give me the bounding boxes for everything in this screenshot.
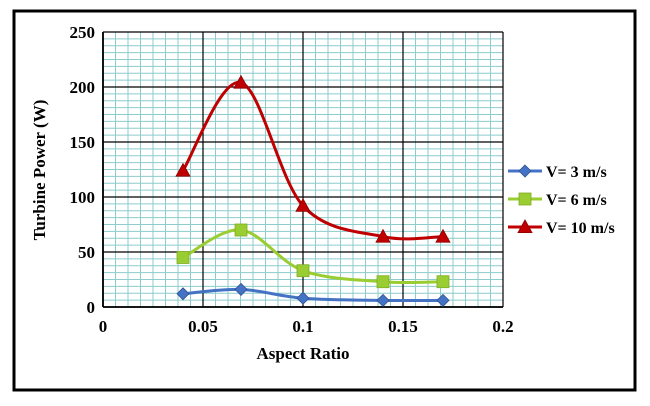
data-point-marker bbox=[176, 287, 190, 301]
x-tick-label: 0.15 bbox=[388, 317, 418, 336]
data-point-marker bbox=[296, 291, 310, 305]
data-point-marker bbox=[375, 228, 391, 243]
legend: V= 3 m/s V= 6 m/s V= 10 m/s bbox=[508, 164, 615, 237]
legend-label: V= 6 m/s bbox=[546, 192, 607, 209]
x-tick-label: 0.1 bbox=[292, 317, 313, 336]
y-tick-label: 100 bbox=[70, 188, 96, 207]
data-point-marker bbox=[175, 162, 191, 177]
data-point-marker bbox=[234, 282, 248, 296]
data-point-marker bbox=[436, 293, 450, 307]
legend-marker bbox=[518, 192, 532, 206]
x-axis-title: Aspect Ratio bbox=[256, 344, 349, 363]
axes: 0 0.05 0.1 0.15 0.2 0 50 100 150 200 250 bbox=[70, 23, 514, 336]
y-axis-title: Turbine Power (W) bbox=[30, 100, 49, 241]
x-tick-label: 0 bbox=[99, 317, 108, 336]
y-tick-label: 50 bbox=[78, 243, 95, 262]
data-point-marker bbox=[436, 275, 450, 289]
x-tick-label: 0.05 bbox=[188, 317, 218, 336]
data-point-marker bbox=[295, 197, 311, 212]
y-tick-label: 250 bbox=[70, 23, 96, 42]
data-point-marker bbox=[376, 275, 390, 289]
legend-label: V= 10 m/s bbox=[546, 220, 615, 237]
data-point-marker bbox=[233, 74, 249, 89]
data-point-marker bbox=[234, 223, 248, 237]
legend-label: V= 3 m/s bbox=[546, 164, 607, 181]
y-tick-label: 0 bbox=[87, 298, 96, 317]
legend-marker bbox=[518, 164, 532, 178]
y-tick-label: 200 bbox=[70, 78, 96, 97]
data-point-marker bbox=[296, 264, 310, 278]
x-tick-label: 0.2 bbox=[492, 317, 513, 336]
series bbox=[175, 74, 451, 307]
legend-marker bbox=[517, 219, 533, 234]
y-tick-label: 150 bbox=[70, 133, 96, 152]
data-point-marker bbox=[176, 251, 190, 264]
data-point-marker bbox=[435, 228, 451, 243]
data-point-marker bbox=[376, 293, 390, 307]
